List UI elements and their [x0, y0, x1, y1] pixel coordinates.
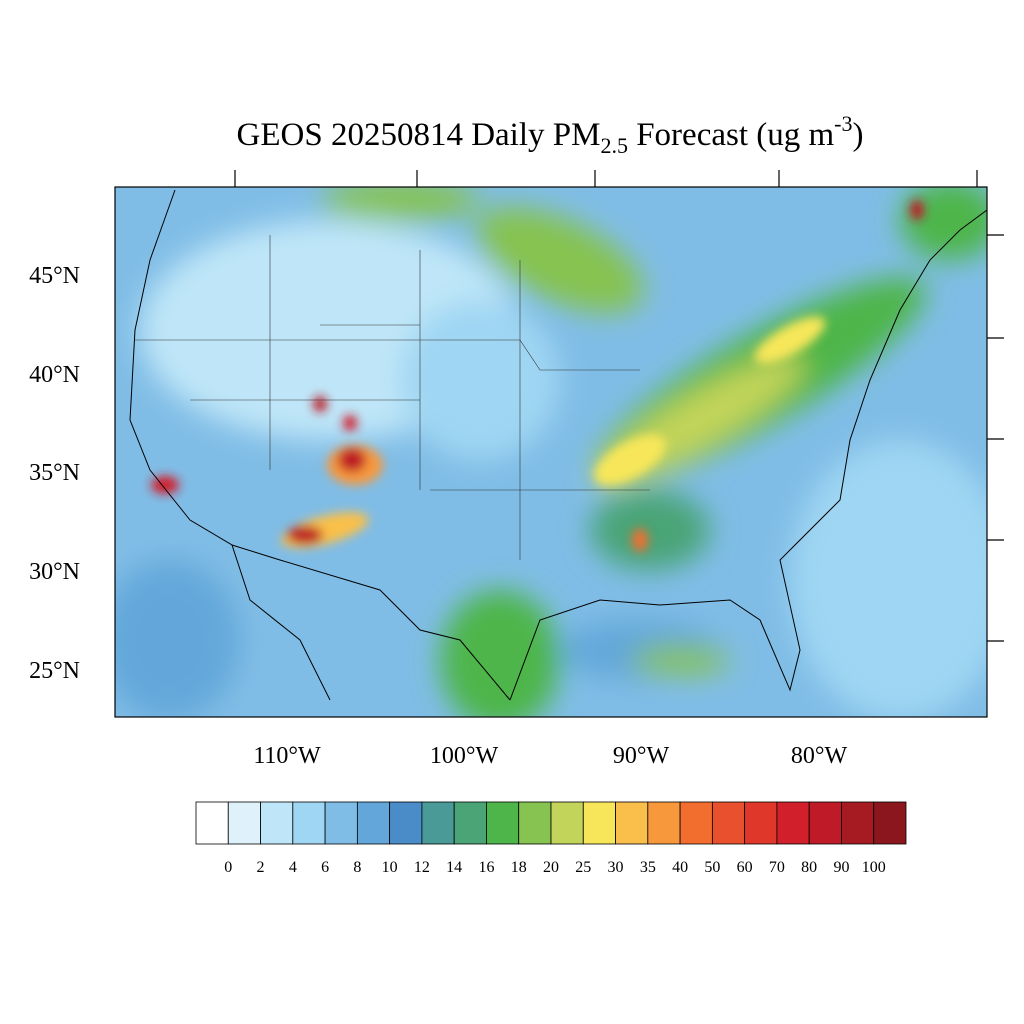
title-rest: Forecast (ug m [628, 117, 835, 153]
title-end: ) [852, 117, 863, 153]
colorbar-box [615, 801, 649, 845]
colorbar-box [679, 801, 713, 845]
map-field [115, 187, 987, 717]
colorbar-label: 90 [833, 859, 849, 876]
colorbar-box [260, 801, 294, 845]
longitude-label: 80°W [791, 743, 848, 769]
colorbar: 0 2 4 6 8 10 12 14 16 18 20 25 30 35 40 50 60 70 80 90 100 [195, 801, 907, 876]
colorbar-label: 4 [289, 859, 297, 876]
colorbar-label: 20 [543, 859, 559, 876]
colorbar-label: 10 [382, 859, 398, 876]
colorbar-label: 6 [321, 859, 329, 876]
colorbar-label: 8 [353, 859, 361, 876]
colorbar-label: 18 [511, 859, 527, 876]
colorbar-label: 70 [769, 859, 785, 876]
title-main: GEOS 20250814 Daily PM [237, 117, 601, 153]
map-frame [114, 186, 988, 718]
colorbar-box [227, 801, 261, 845]
colorbar-box [389, 801, 423, 845]
colorbar-box [582, 801, 616, 845]
colorbar-label: 2 [257, 859, 265, 876]
colorbar-box [647, 801, 681, 845]
colorbar-box [453, 801, 487, 845]
colorbar-label: 100 [862, 859, 886, 876]
longitude-label: 110°W [253, 743, 321, 769]
frame-ticks [234, 170, 1004, 642]
longitude-label: 100°W [430, 743, 499, 769]
colorbar-label: 25 [575, 859, 591, 876]
colorbar-label: 12 [414, 859, 430, 876]
colorbar-box [324, 801, 358, 845]
latitude-label: 45°N [29, 263, 80, 289]
latitude-label: 25°N [29, 658, 80, 684]
colorbar-box [356, 801, 391, 845]
title: GEOS 20250814 Daily PM2.5 Forecast (ug m… [237, 111, 864, 158]
latitude-label: 40°N [29, 362, 80, 388]
colorbar-label: 50 [704, 859, 720, 876]
colorbar-label: 16 [478, 859, 494, 876]
colorbar-label: 35 [640, 859, 656, 876]
colorbar-box [776, 801, 810, 845]
longitude-label: 90°W [613, 743, 670, 769]
colorbar-label: 60 [737, 859, 753, 876]
title-superscript: -3 [834, 111, 852, 136]
colorbar-box [292, 801, 326, 845]
colorbar-box [873, 801, 907, 845]
colorbar-box [744, 801, 778, 845]
colorbar-label: 80 [801, 859, 817, 876]
latitude-label: 35°N [29, 460, 80, 486]
colorbar-box [195, 801, 229, 845]
colorbar-label: 0 [224, 859, 232, 876]
colorbar-box [808, 801, 842, 845]
latitude-label: 30°N [29, 559, 80, 585]
colorbar-label: 14 [446, 859, 462, 876]
colorbar-label: 40 [672, 859, 688, 876]
colorbar-box [421, 801, 455, 845]
colorbar-box [518, 801, 552, 845]
colorbar-box [711, 801, 746, 845]
title-subscript: 2.5 [600, 133, 628, 158]
colorbar-box [486, 801, 520, 845]
colorbar-box [841, 801, 875, 845]
axis-labels: 45°N 40°N 35°N 30°N 25°N 110°W 100°W 90°W 80°W [29, 263, 847, 769]
colorbar-label: 30 [608, 859, 624, 876]
colorbar-box [550, 801, 584, 845]
